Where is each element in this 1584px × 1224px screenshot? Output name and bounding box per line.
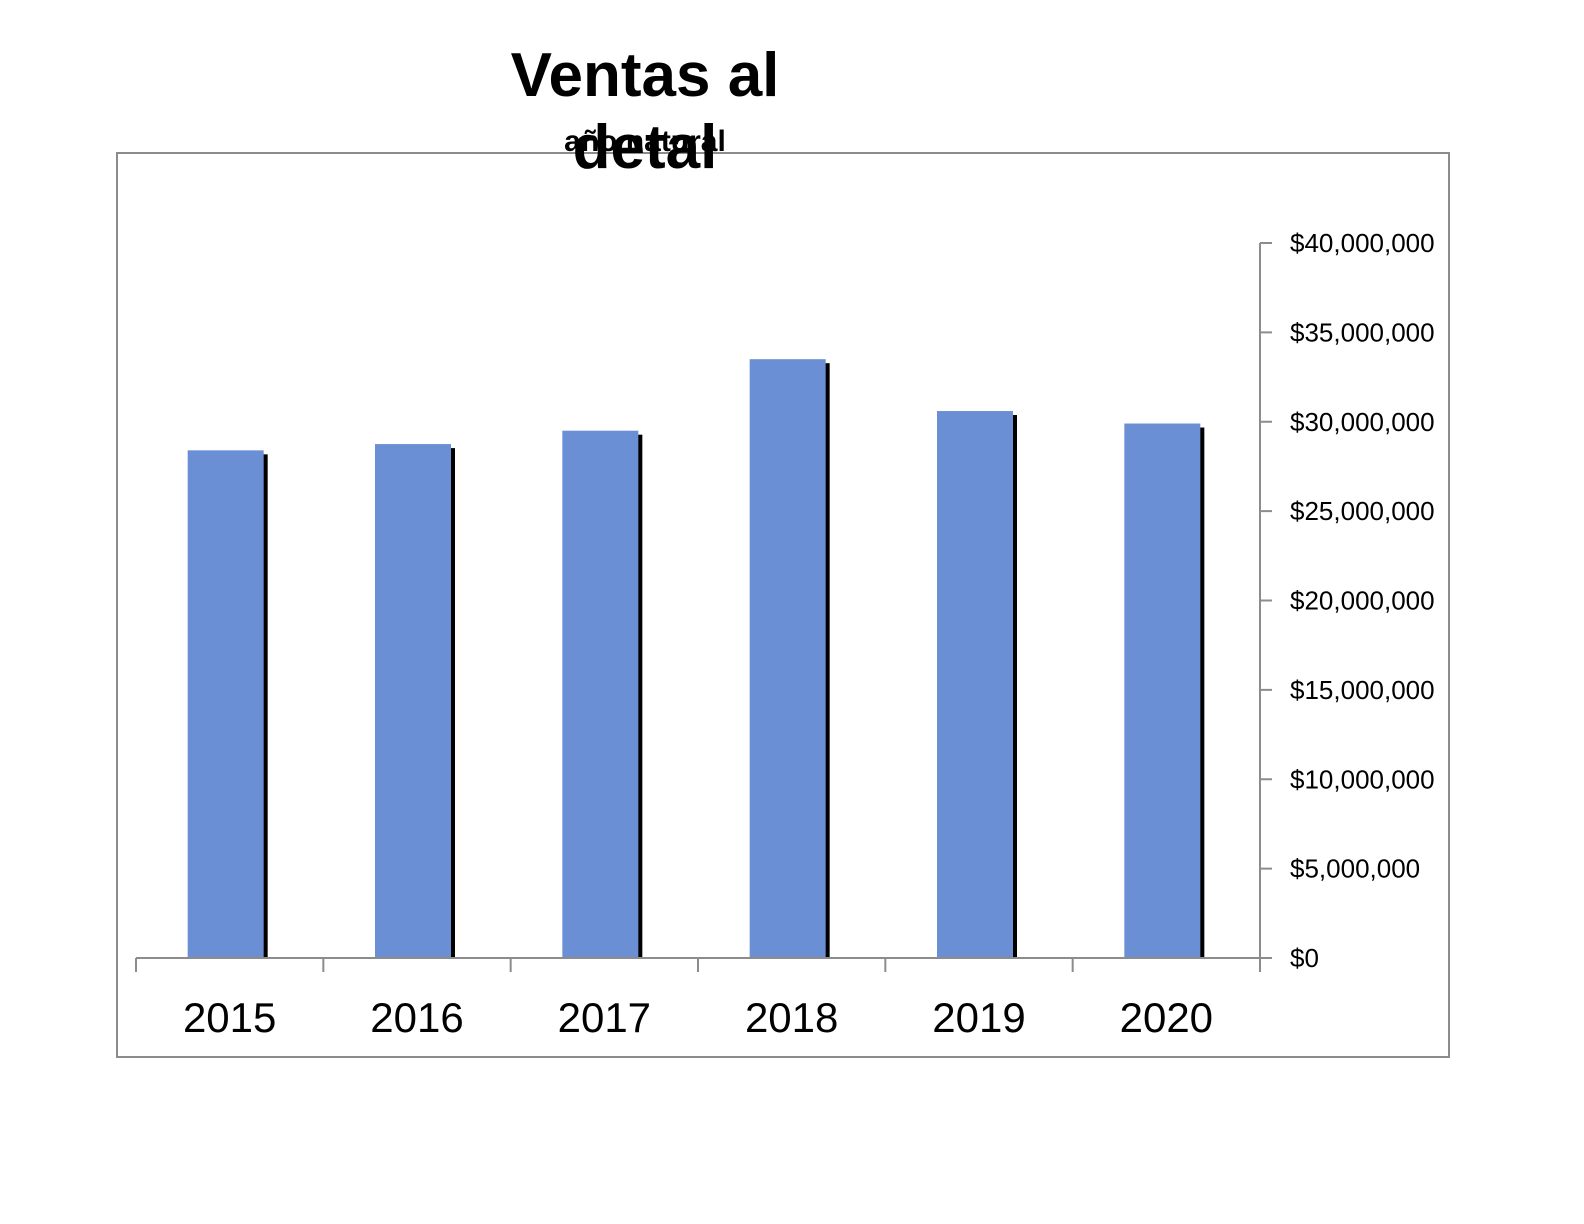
- bar-2019: [937, 411, 1013, 958]
- bar-2016: [375, 444, 451, 958]
- x-tick-label: 2018: [745, 994, 838, 1041]
- y-tick-label: $20,000,000: [1290, 586, 1435, 616]
- bar-2017: [562, 430, 639, 958]
- bar-2020: [1124, 423, 1201, 959]
- y-tick-label: $0: [1290, 943, 1319, 973]
- x-tick-label: 2020: [1120, 994, 1213, 1041]
- bars-group: [187, 359, 1205, 959]
- x-tick-label: 2019: [932, 994, 1025, 1041]
- y-tick-label: $10,000,000: [1290, 764, 1435, 794]
- x-tick-label: 2017: [558, 994, 651, 1041]
- x-tick-label: 2016: [370, 994, 463, 1041]
- y-tick-label: $15,000,000: [1290, 675, 1435, 705]
- y-tick-label: $25,000,000: [1290, 496, 1435, 526]
- x-axis: 2015 2016 2017 2018 2019 2020: [135, 957, 1261, 1041]
- y-tick-label: $35,000,000: [1290, 317, 1435, 347]
- chart-subtitle: año natural: [564, 125, 726, 158]
- bar-2018: [749, 359, 826, 958]
- chart-title: Ventas al detal: [510, 41, 780, 182]
- y-tick-label: $40,000,000: [1290, 228, 1435, 258]
- bar-2015: [187, 450, 264, 958]
- x-tick-label: 2015: [183, 994, 276, 1041]
- y-axis: $0 $5,000,000 $10,000,000 $15,000,000 $20,00…: [1259, 228, 1435, 973]
- y-tick-label: $30,000,000: [1290, 407, 1435, 437]
- y-tick-label: $5,000,000: [1290, 854, 1420, 884]
